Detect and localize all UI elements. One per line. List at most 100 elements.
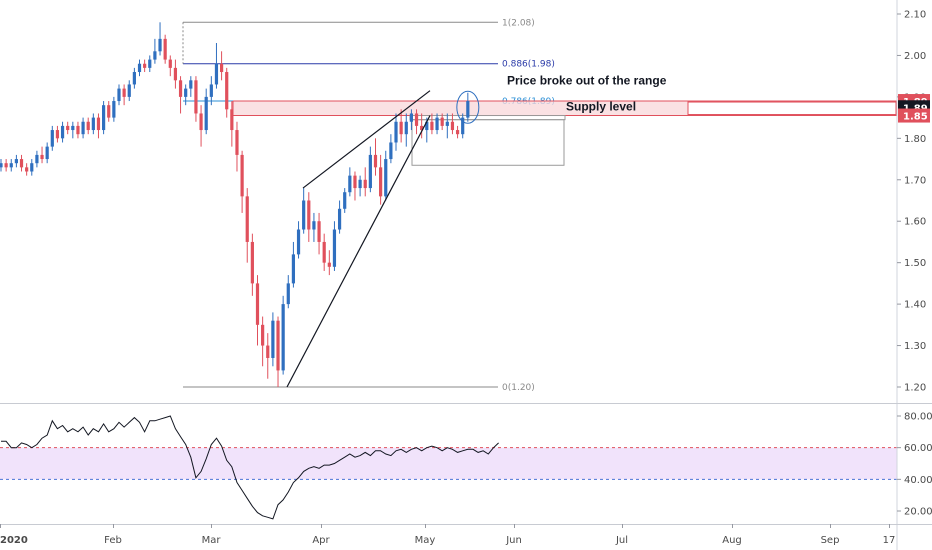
candle-body	[199, 113, 203, 131]
price-axis-label: 1.30	[904, 341, 926, 352]
candle-body	[25, 167, 29, 172]
time-axis-label: Mar	[202, 535, 222, 546]
candle-body	[35, 154, 39, 164]
time-axis-label: May	[415, 535, 436, 546]
fib-level-label: 0(1.20)	[502, 383, 535, 393]
price-axis-label: 1.40	[904, 300, 926, 311]
candle-body	[153, 51, 157, 60]
candle-body	[225, 72, 229, 110]
candle-body	[45, 146, 49, 160]
breakout-circle	[456, 90, 480, 124]
candle-body	[440, 117, 444, 126]
candle-body	[281, 304, 285, 371]
price-axis-label: 2.00	[904, 51, 926, 62]
candle-body	[219, 63, 224, 73]
candle-body	[132, 72, 136, 85]
rsi-line	[1, 415, 499, 520]
candle-body	[122, 88, 126, 97]
rsi-layer	[1, 415, 499, 520]
candle-body	[389, 142, 393, 160]
candle-body	[384, 159, 388, 197]
candle-body	[204, 96, 208, 131]
price-axis-label: 1.20	[904, 383, 926, 394]
candle-body	[214, 63, 219, 85]
candle-body	[404, 121, 408, 135]
candle-body	[435, 117, 439, 131]
annotation-layer	[286, 90, 480, 388]
price-axis-label: 1.60	[904, 217, 926, 228]
time-axis-label: 2020	[0, 535, 28, 546]
candle-body	[148, 59, 152, 68]
candle-body	[9, 163, 13, 168]
candle-body	[286, 283, 290, 305]
time-axis-label: 17	[883, 535, 896, 546]
price-badge	[898, 108, 930, 123]
candle-body	[302, 200, 306, 230]
candle-body	[266, 345, 270, 358]
candle-body	[81, 121, 85, 135]
time-axis-label: Jun	[505, 535, 522, 546]
candle-body	[19, 159, 24, 168]
breakout-annotation: Price broke out of the range	[507, 73, 667, 87]
candle-body	[276, 320, 280, 371]
candle-body	[4, 163, 8, 168]
candle-body	[117, 88, 121, 102]
candle-body	[353, 175, 357, 189]
candle-body	[348, 175, 352, 193]
wedge-lower-trendline	[286, 115, 431, 388]
candle-body	[250, 241, 254, 284]
candle-body	[327, 262, 331, 267]
candle-body	[184, 88, 188, 97]
candle-body	[291, 254, 296, 284]
candle-body	[230, 109, 234, 131]
candle-body	[86, 121, 90, 131]
supply-label-box	[687, 101, 897, 116]
labels-layer: Price broke out of the range Supply leve…	[507, 73, 667, 113]
candle-body	[394, 121, 398, 143]
candle-body	[414, 113, 419, 126]
candle-body	[373, 154, 378, 168]
candle-body	[296, 229, 301, 255]
candle-body	[0, 163, 3, 168]
candle-body	[127, 84, 131, 97]
rsi-axis-label: 40.00	[904, 475, 932, 486]
candle-body	[409, 113, 413, 122]
candle-body	[466, 101, 470, 118]
time-axis-label: Aug	[722, 535, 742, 546]
candle-body	[430, 121, 434, 131]
candle-body	[143, 63, 147, 68]
candle-body	[50, 130, 54, 147]
price-axis-label: 2.10	[904, 10, 926, 21]
time-axis-label: Sep	[821, 535, 840, 546]
candle-body	[358, 179, 362, 189]
supply-level-label: Supply level	[566, 99, 636, 113]
candle-body	[102, 105, 106, 131]
candle-body	[137, 63, 142, 73]
candle-body	[379, 167, 383, 197]
time-axis-label: Apr	[312, 535, 330, 546]
candle-body	[178, 80, 183, 97]
candle-body	[14, 159, 18, 164]
fib-level-label: 0.886(1.98)	[502, 60, 555, 70]
candle-body	[40, 154, 44, 160]
candle-body	[66, 125, 70, 131]
candle-body	[261, 324, 265, 346]
candle-body	[307, 200, 311, 230]
candle-body	[245, 196, 249, 242]
candle-body	[76, 125, 80, 135]
rsi-axis-label: 80.00	[904, 412, 932, 423]
candle-body	[91, 117, 95, 131]
candle-body	[445, 121, 449, 126]
candle-body	[189, 80, 193, 89]
candle-body	[107, 105, 111, 118]
candle-body	[71, 125, 75, 131]
candle-body	[317, 221, 321, 242]
candle-body	[420, 125, 424, 131]
candle-body	[30, 163, 34, 172]
drawings-layer: 1(2.08)0.886(1.98)0.786(1.89)0(1.20)	[182, 18, 897, 393]
candle-body	[163, 38, 167, 60]
candle-body	[194, 80, 198, 114]
candle-body	[240, 154, 244, 197]
